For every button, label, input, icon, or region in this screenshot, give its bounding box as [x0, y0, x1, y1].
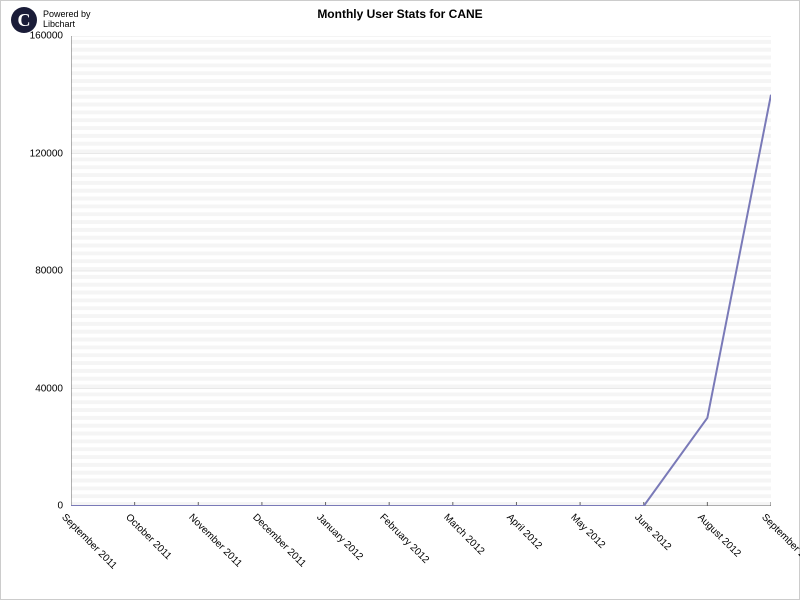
- y-tick-label: 0: [1, 501, 63, 512]
- x-tick-label: September 2012: [759, 512, 800, 572]
- y-tick-label: 160000: [1, 31, 63, 42]
- x-tick-label: February 2012: [377, 512, 431, 566]
- x-tick-label: March 2012: [441, 512, 486, 557]
- chart-title: Monthly User Stats for CANE: [1, 7, 799, 21]
- branding-line2: Libchart: [43, 20, 91, 30]
- x-tick-label: May 2012: [568, 512, 607, 551]
- y-tick-label: 40000: [1, 383, 63, 394]
- x-tick-label: August 2012: [696, 512, 743, 559]
- x-tick-label: December 2011: [250, 512, 308, 570]
- x-tick-label: September 2011: [59, 512, 119, 572]
- x-tick-label: October 2011: [123, 512, 173, 562]
- chart-container: { "branding": { "logo_letter": "C", "lin…: [0, 0, 800, 600]
- x-tick-label: April 2012: [505, 512, 545, 552]
- x-tick-label: June 2012: [632, 512, 673, 553]
- chart-plot: [71, 36, 771, 506]
- y-tick-label: 80000: [1, 266, 63, 277]
- y-tick-label: 120000: [1, 148, 63, 159]
- x-tick-label: January 2012: [314, 512, 365, 563]
- x-tick-label: November 2011: [186, 512, 244, 570]
